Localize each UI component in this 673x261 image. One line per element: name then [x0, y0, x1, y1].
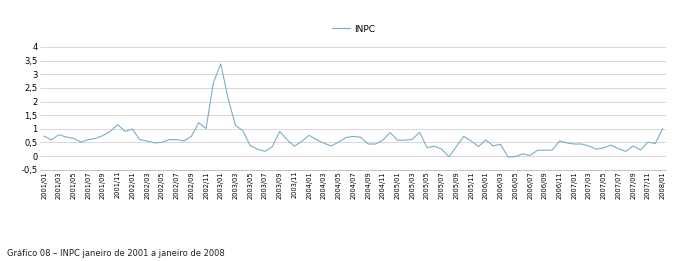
INPC: [217, 62, 225, 66]
INPC: [143, 139, 151, 143]
INPC: [40, 135, 48, 138]
INPC: [504, 156, 512, 159]
INPC: [239, 129, 247, 132]
INPC: [357, 136, 365, 139]
INPC: [232, 124, 240, 127]
INPC: [261, 150, 269, 153]
Line: INPC: INPC: [44, 64, 663, 157]
INPC: [637, 149, 645, 152]
Text: Gráfico 08 – INPC janeiro de 2001 a janeiro de 2008: Gráfico 08 – INPC janeiro de 2001 a jane…: [7, 250, 225, 258]
Legend: INPC: INPC: [332, 25, 375, 33]
INPC: [659, 127, 667, 130]
